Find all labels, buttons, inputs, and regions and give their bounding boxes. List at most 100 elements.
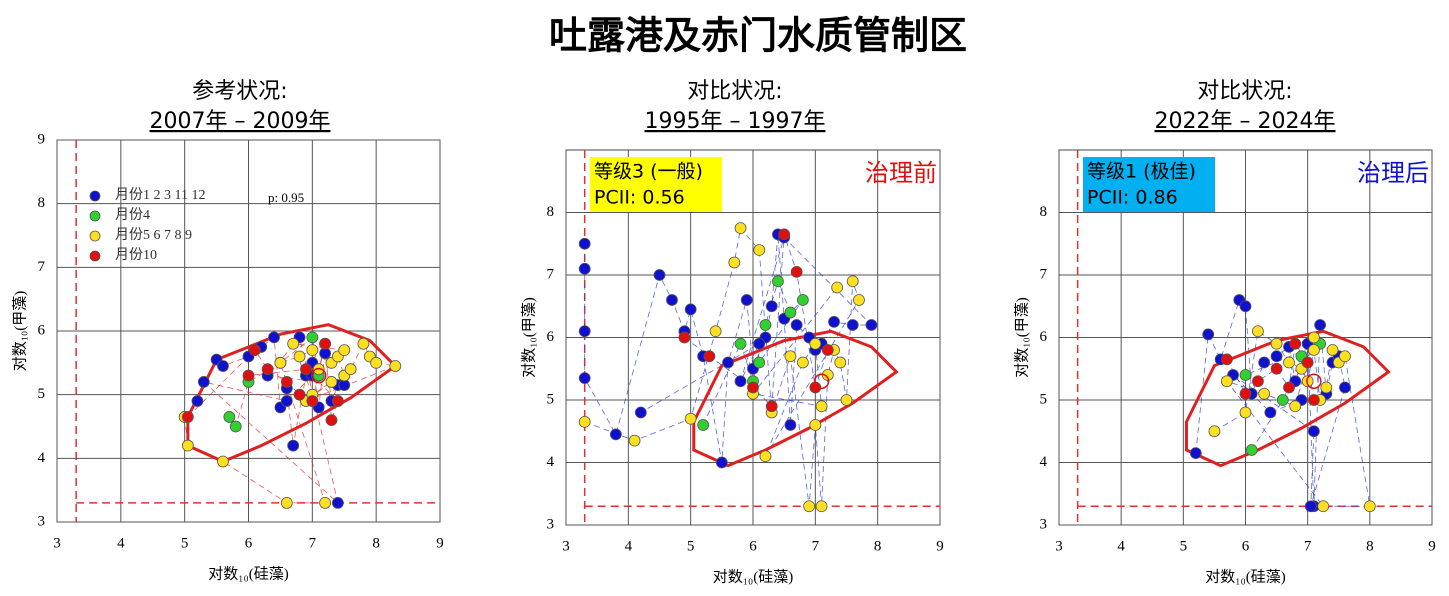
data-point — [280, 395, 293, 407]
grade-label: 等级3 (一般) — [594, 161, 703, 183]
data-point — [1363, 500, 1376, 513]
data-point — [765, 400, 778, 413]
data-point — [1276, 394, 1289, 406]
y-tick-label: 7 — [38, 259, 46, 275]
data-point — [684, 303, 697, 316]
data-point — [344, 363, 357, 376]
y-tick-label: 3 — [38, 513, 46, 529]
data-point — [319, 337, 332, 350]
x-tick-label: 6 — [245, 535, 253, 551]
x-tick-label: 6 — [749, 538, 757, 554]
data-point — [1264, 406, 1277, 419]
data-point — [1239, 300, 1252, 313]
data-point — [759, 450, 772, 463]
x-tick-label: 7 — [1304, 538, 1312, 554]
data-point — [325, 414, 338, 427]
data-point — [1208, 425, 1221, 438]
data-point — [840, 394, 853, 406]
data-point — [389, 360, 402, 372]
data-point — [815, 400, 828, 413]
connector-line — [229, 336, 320, 428]
panel-title: 对比状况: — [1197, 79, 1292, 104]
x-tick-label: 9 — [936, 538, 944, 554]
grade-label: 等级1 (极佳) — [1087, 161, 1196, 183]
x-tick-label: 7 — [812, 538, 820, 554]
pcii-label: PCII: 0.56 — [594, 187, 685, 209]
y-axis-label: 对数₁₀(甲藻) — [1013, 297, 1030, 377]
envelope — [1184, 329, 1391, 468]
center-marker — [1306, 373, 1322, 389]
data-point — [181, 411, 194, 423]
x-tick-label: 7 — [309, 535, 317, 551]
data-point — [1270, 337, 1283, 350]
data-point — [790, 319, 803, 331]
data-point — [709, 325, 722, 338]
data-point — [578, 237, 591, 250]
data-point — [300, 363, 312, 376]
data-point — [784, 350, 797, 363]
data-point — [628, 434, 641, 447]
data-point — [846, 275, 859, 288]
legend-label: 月份1 2 3 11 12 — [115, 187, 205, 203]
panel-title: 参考状况: — [192, 79, 287, 104]
data-point — [1317, 500, 1330, 513]
data-point — [306, 344, 319, 357]
data-point — [722, 356, 734, 369]
data-point — [853, 294, 865, 306]
data-point — [1283, 381, 1295, 394]
x-tick-label: 3 — [1055, 538, 1063, 554]
data-point — [1202, 328, 1215, 341]
data-point — [1307, 394, 1320, 406]
data-point — [1239, 406, 1252, 419]
y-tick-label: 6 — [547, 329, 555, 345]
status-label: 治理后 — [1357, 159, 1429, 187]
data-point — [634, 406, 647, 419]
data-point — [357, 337, 370, 350]
connector-line — [684, 234, 829, 408]
legend-label: 月份4 — [115, 207, 150, 223]
data-point — [331, 496, 344, 509]
data-point — [1239, 369, 1252, 381]
x-tick-label: 8 — [1366, 538, 1374, 554]
data-point — [1283, 356, 1295, 369]
legend-marker — [89, 190, 101, 202]
data-point — [828, 315, 840, 328]
data-point — [796, 294, 809, 306]
data-point — [865, 319, 878, 331]
data-point — [1252, 375, 1264, 388]
data-point — [834, 356, 847, 369]
data-point — [306, 331, 319, 344]
data-point — [578, 325, 591, 338]
y-tick-label: 8 — [547, 204, 555, 220]
data-point — [1220, 353, 1233, 366]
center-marker — [813, 373, 830, 389]
x-tick-label: 3 — [53, 535, 61, 551]
data-point — [740, 294, 753, 306]
annotation: p: 0.95 — [268, 190, 304, 205]
grade-badge — [590, 157, 722, 212]
x-axis-label: 对数₁₀(硅藻) — [713, 568, 793, 585]
x-axis-label: 对数₁₀(硅藻) — [208, 565, 288, 582]
data-point — [287, 337, 300, 350]
data-point — [1301, 375, 1314, 388]
y-tick-label: 5 — [38, 386, 46, 402]
pcii-label: PCII: 0.86 — [1087, 187, 1178, 209]
panel-subtitle: 2007年 – 2009年 — [150, 109, 331, 134]
x-tick-label: 5 — [687, 538, 695, 554]
panel-subtitle: 1995年 – 1997年 — [645, 109, 826, 134]
data-point — [1258, 356, 1271, 369]
data-point — [703, 350, 716, 363]
x-tick-label: 9 — [1428, 538, 1436, 554]
data-point — [653, 269, 666, 281]
data-point — [666, 294, 678, 306]
y-tick-label: 7 — [547, 266, 555, 282]
data-point — [784, 306, 797, 319]
data-point — [280, 376, 293, 388]
y-tick-label: 4 — [547, 454, 555, 470]
y-tick-label: 5 — [547, 391, 555, 407]
data-point — [1326, 344, 1339, 356]
data-point — [280, 496, 293, 509]
legend-label: 月份5 6 7 8 9 — [115, 227, 192, 243]
data-point — [715, 456, 728, 469]
